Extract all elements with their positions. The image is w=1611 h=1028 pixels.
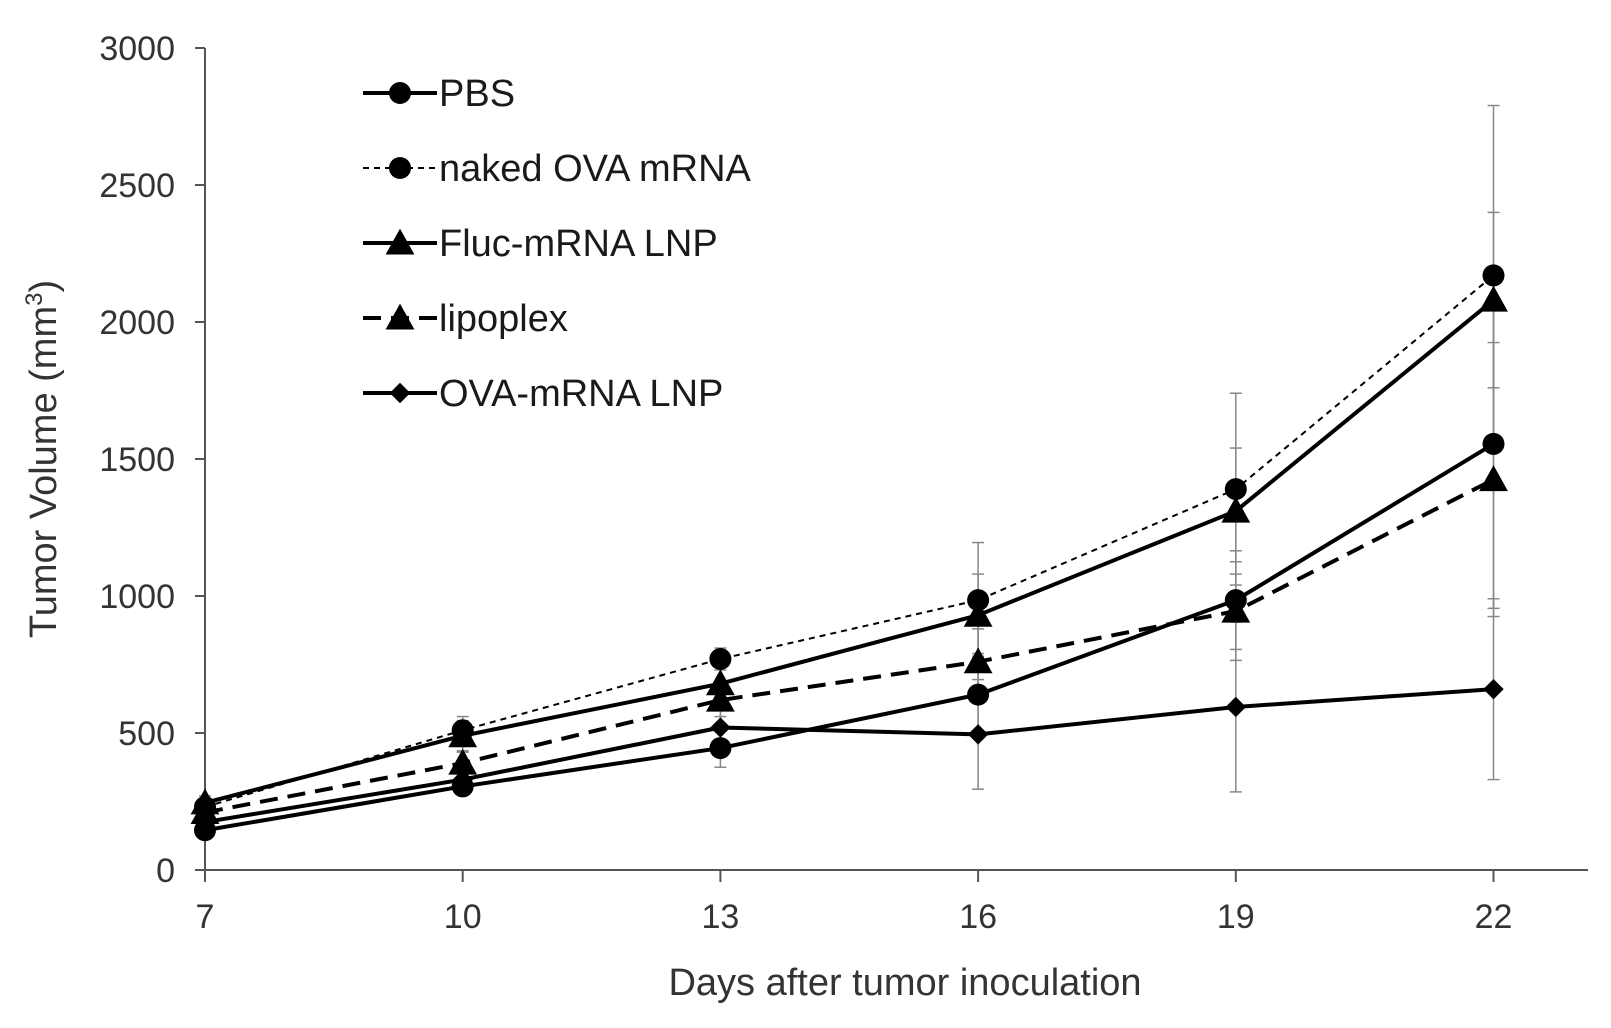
legend-label-pbs: PBS bbox=[439, 73, 515, 115]
data-point-lipoplex bbox=[706, 685, 735, 712]
series-line-ova-mrna-lnp bbox=[204, 687, 1494, 825]
data-point-ova-mrna-lnp bbox=[967, 724, 989, 745]
y-axis-title: Tumor Volume (mm3) bbox=[21, 280, 65, 638]
data-point-fluc-mrna-lnp bbox=[1479, 285, 1508, 312]
x-tick-label: 10 bbox=[444, 898, 482, 936]
data-point-lipoplex bbox=[1479, 465, 1508, 492]
data-point-lipoplex bbox=[190, 798, 220, 824]
data-point-ova-mrna-lnp bbox=[194, 811, 216, 833]
legend-marker-ova-mrna-lnp bbox=[389, 382, 411, 404]
data-point-ova-mrna-lnp bbox=[710, 717, 731, 738]
data-point-fluc-mrna-lnp bbox=[706, 669, 735, 696]
legend-label-fluc-mrna-lnp: Fluc-mRNA LNP bbox=[439, 223, 718, 265]
data-point-ova-mrna-lnp bbox=[1225, 696, 1247, 718]
y-axis-title-text: Tumor Volume (mm bbox=[23, 306, 65, 638]
data-point-naked-ova-mrna bbox=[709, 648, 732, 671]
series-line-fluc-mrna-lnp bbox=[204, 298, 1495, 805]
x-axis-title: Days after tumor inoculation bbox=[668, 962, 1141, 1004]
legend-marker-lipoplex bbox=[385, 303, 415, 330]
data-point-lipoplex bbox=[963, 647, 993, 674]
y-tick-label: 1500 bbox=[99, 441, 175, 479]
data-point-naked-ova-mrna bbox=[1482, 264, 1505, 287]
legend-marker-pbs bbox=[389, 82, 411, 104]
data-point-fluc-mrna-lnp bbox=[1221, 496, 1251, 523]
data-point-fluc-mrna-lnp bbox=[963, 600, 993, 627]
data-point-naked-ova-mrna bbox=[967, 589, 990, 612]
data-point-pbs bbox=[709, 737, 732, 760]
data-point-lipoplex bbox=[448, 748, 478, 775]
legend-label-lipoplex: lipoplex bbox=[439, 298, 568, 340]
y-tick-label: 0 bbox=[156, 852, 175, 890]
x-tick-label: 16 bbox=[959, 898, 997, 936]
series-lines bbox=[204, 274, 1495, 833]
y-ticks: 0 500 1000 1500 2000 2500 3000 bbox=[99, 30, 205, 890]
axes bbox=[204, 48, 1588, 871]
x-ticks: 7 10 13 16 19 22 bbox=[196, 870, 1513, 936]
legend: PBS naked OVA mRNA Fluc-mRNA LNP lipoplex OV… bbox=[363, 73, 752, 415]
series-line-lipoplex bbox=[204, 477, 1495, 815]
y-tick-label: 1000 bbox=[99, 578, 175, 616]
series-line-pbs bbox=[204, 442, 1495, 833]
data-point-lipoplex bbox=[1221, 596, 1251, 623]
x-tick-label: 19 bbox=[1217, 898, 1255, 936]
legend-label-ova-mrna-lnp: OVA-mRNA LNP bbox=[439, 373, 723, 415]
legend-label-naked-ova-mrna: naked OVA mRNA bbox=[439, 148, 752, 190]
data-point-pbs bbox=[967, 683, 990, 706]
series-markers bbox=[190, 264, 1508, 842]
x-tick-label: 22 bbox=[1475, 898, 1513, 936]
y-axis-title-superscript: 3 bbox=[21, 293, 48, 306]
y-tick-label: 2000 bbox=[99, 304, 175, 342]
data-point-pbs bbox=[1482, 432, 1505, 455]
data-point-naked-ova-mrna bbox=[1224, 478, 1247, 501]
error-bars bbox=[199, 104, 1500, 837]
series-line-naked-ova-mrna bbox=[204, 274, 1495, 808]
y-axis-title-close: ) bbox=[23, 280, 65, 293]
data-point-ova-mrna-lnp bbox=[452, 769, 473, 790]
x-tick-label: 7 bbox=[196, 898, 215, 936]
y-tick-label: 2500 bbox=[99, 167, 175, 205]
legend-marker-fluc-mrna-lnp bbox=[385, 228, 415, 255]
x-tick-label: 13 bbox=[701, 898, 739, 936]
data-point-ova-mrna-lnp bbox=[1483, 678, 1504, 700]
y-tick-label: 500 bbox=[118, 715, 175, 753]
y-tick-label: 3000 bbox=[99, 30, 175, 68]
data-point-fluc-mrna-lnp bbox=[448, 721, 478, 748]
legend-marker-naked-ova-mrna bbox=[389, 157, 411, 179]
